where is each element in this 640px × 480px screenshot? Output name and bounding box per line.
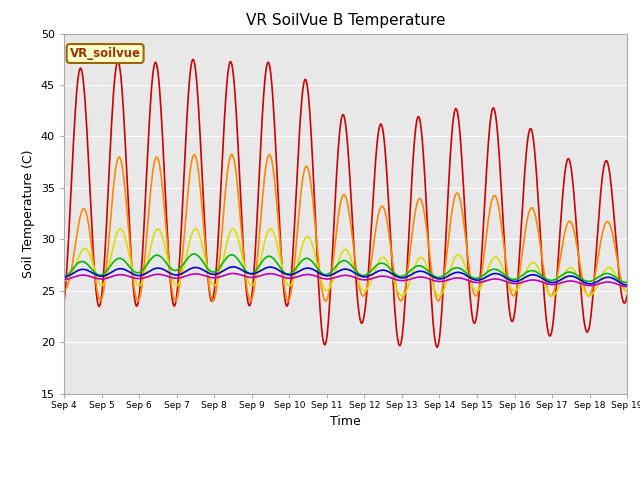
B-10_T [228, 151, 236, 157]
X-axis label: Time: Time [330, 415, 361, 428]
B-10_T [215, 263, 223, 268]
Line: B-50_T: B-50_T [64, 274, 627, 287]
B-50_T [186, 272, 193, 278]
B-20_T [60, 277, 68, 283]
Y-axis label: Soil Temperature (C): Soil Temperature (C) [22, 149, 35, 278]
B-30_T [431, 274, 439, 279]
B-20_T [116, 226, 124, 232]
B-10_T [322, 298, 330, 304]
B-05_T [433, 344, 441, 350]
B-50_T [128, 275, 136, 280]
B-20_T [415, 256, 422, 262]
B-50_T [415, 274, 422, 280]
Line: B-10_T: B-10_T [64, 154, 627, 301]
Line: B-05_T: B-05_T [64, 60, 627, 347]
B-20_T [216, 271, 224, 276]
Line: B-30_T: B-30_T [64, 254, 627, 283]
B-30_T [70, 264, 78, 270]
B-30_T [623, 280, 630, 286]
B-50_T [60, 276, 68, 282]
B-40_T [186, 266, 193, 272]
Line: B-20_T: B-20_T [64, 229, 627, 296]
B-05_T [60, 299, 68, 305]
B-20_T [70, 266, 78, 272]
B-05_T [415, 114, 422, 120]
B-10_T [60, 288, 68, 293]
B-05_T [128, 270, 136, 276]
B-30_T [623, 279, 631, 285]
B-05_T [431, 339, 439, 345]
B-40_T [415, 268, 422, 274]
B-40_T [128, 271, 136, 276]
B-40_T [623, 282, 631, 288]
Line: B-40_T: B-40_T [64, 267, 627, 285]
B-50_T [70, 274, 78, 280]
B-50_T [623, 284, 631, 289]
B-50_T [229, 271, 237, 276]
B-20_T [586, 293, 593, 299]
B-20_T [129, 269, 137, 275]
B-05_T [623, 292, 631, 298]
B-40_T [229, 264, 237, 270]
Title: VR SoilVue B Temperature: VR SoilVue B Temperature [246, 13, 445, 28]
B-50_T [215, 274, 223, 280]
B-10_T [186, 176, 193, 181]
B-40_T [60, 274, 68, 280]
B-10_T [432, 295, 440, 300]
B-10_T [623, 287, 631, 293]
B-30_T [60, 275, 68, 280]
B-30_T [190, 251, 198, 257]
B-20_T [623, 288, 631, 294]
B-20_T [186, 237, 194, 242]
B-10_T [416, 195, 424, 201]
Text: VR_soilvue: VR_soilvue [70, 47, 141, 60]
B-20_T [431, 288, 439, 294]
B-30_T [186, 253, 193, 259]
B-10_T [128, 267, 136, 273]
B-30_T [415, 263, 422, 269]
B-30_T [128, 267, 136, 273]
B-10_T [70, 250, 78, 255]
B-05_T [186, 79, 193, 85]
B-05_T [70, 127, 78, 132]
B-40_T [431, 275, 439, 281]
B-30_T [216, 264, 224, 270]
B-40_T [70, 270, 78, 276]
B-05_T [216, 204, 224, 210]
B-05_T [189, 57, 197, 62]
B-40_T [215, 270, 223, 276]
B-50_T [431, 278, 439, 284]
Legend: B-05_T, B-10_T, B-20_T, B-30_T, B-40_T, B-50_T: B-05_T, B-10_T, B-20_T, B-30_T, B-40_T, … [113, 476, 579, 480]
